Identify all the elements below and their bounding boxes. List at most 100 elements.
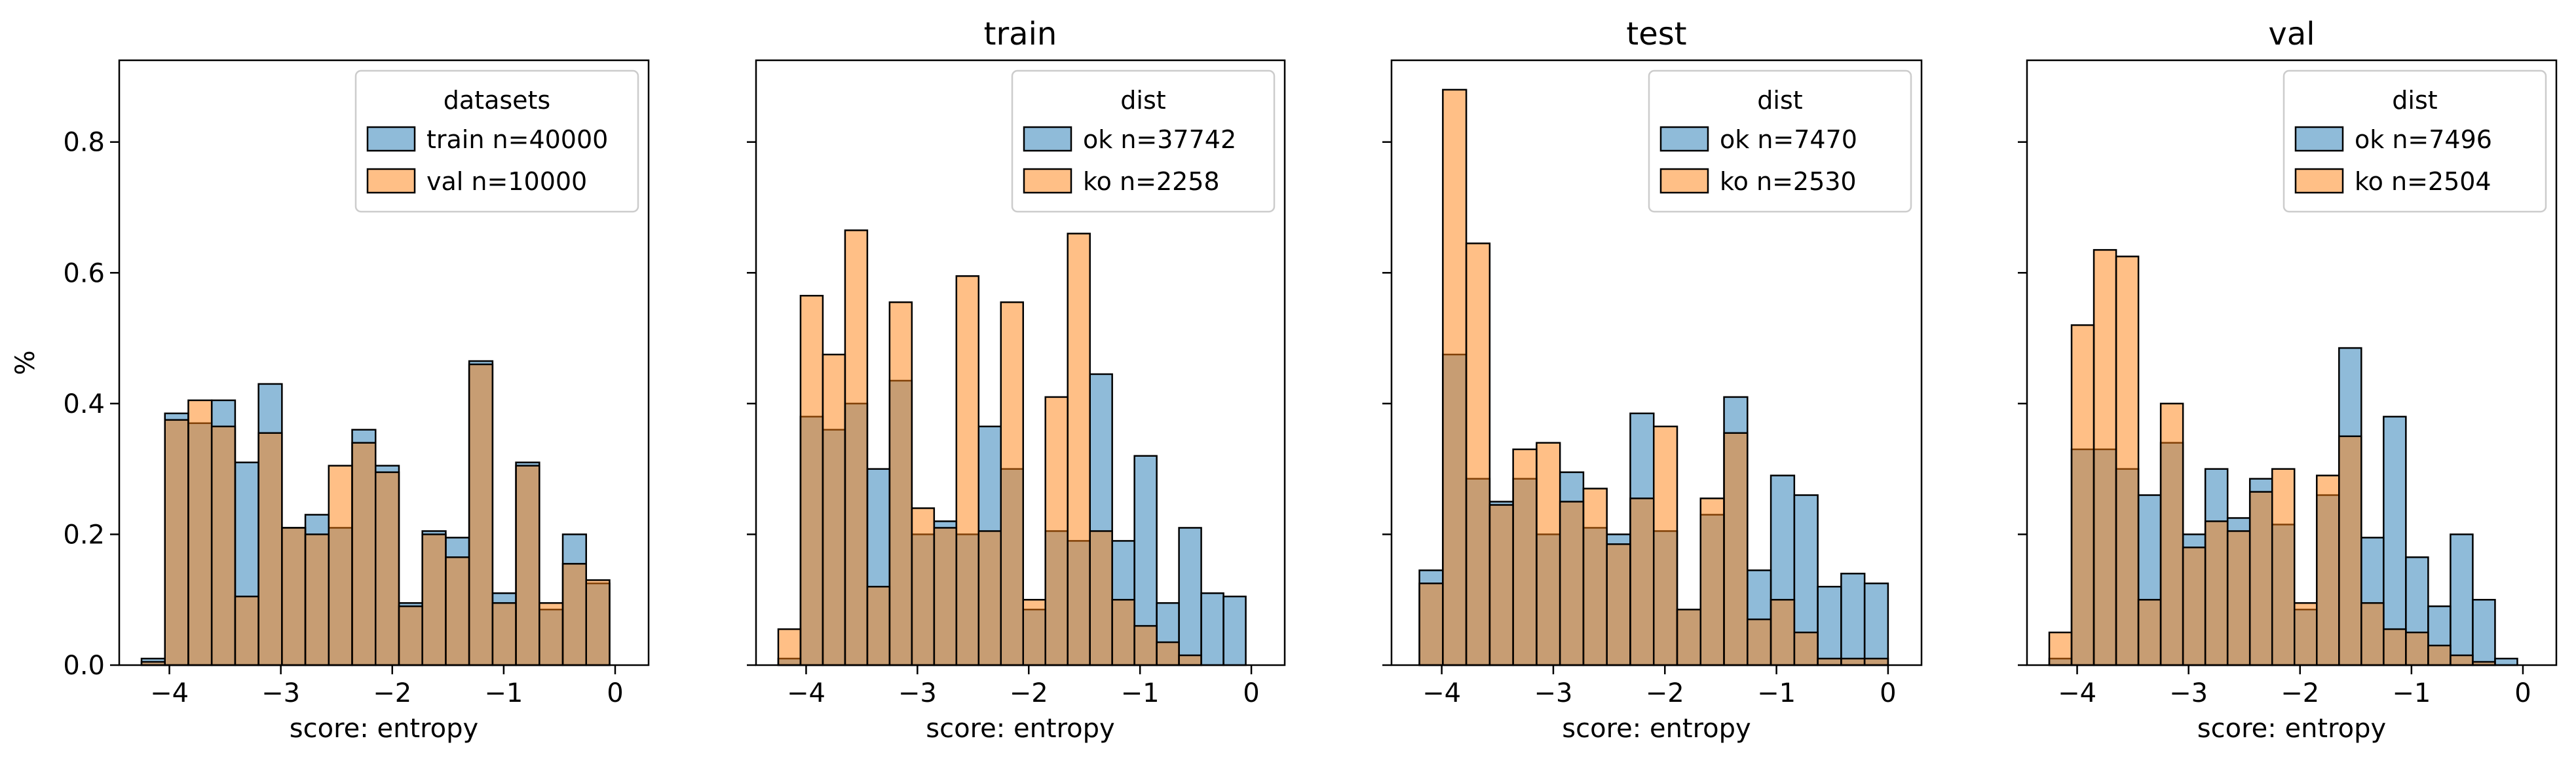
histogram-bar [2383, 415, 2407, 666]
subplot-1: −4 −3 −2 −1 0 0.0 0.2 0.4 0.6 0.8 score: entropy% d… [10, 59, 650, 744]
legend-swatch [2294, 126, 2344, 152]
histogram-bar [1200, 592, 1224, 666]
histogram-bar [585, 579, 611, 666]
x-tick-label: −3 [898, 678, 937, 708]
histogram-bar [977, 530, 1002, 666]
x-tick-label: −2 [373, 678, 411, 708]
legend-swatch [1659, 168, 1709, 194]
histogram-bar [234, 595, 259, 666]
histogram-bar [539, 602, 564, 666]
legend-entry: ko n=2258 [1083, 167, 1220, 196]
histogram-bar [1089, 530, 1113, 666]
legend-entry: train n=40000 [426, 125, 608, 154]
histogram-bar [1178, 654, 1202, 666]
histogram-bar [777, 628, 802, 666]
histogram-bar [2182, 547, 2207, 666]
x-tick-label: −2 [2281, 678, 2319, 708]
histogram-bar [1863, 583, 1889, 666]
histogram-bar [1465, 242, 1491, 666]
histogram-bar [2271, 468, 2296, 666]
histogram-bar [2093, 249, 2117, 666]
legend-swatch [1023, 168, 1072, 194]
histogram-bar [1000, 301, 1024, 666]
histogram-bar [374, 471, 400, 666]
histogram-bar [2048, 631, 2073, 666]
histogram-bar [799, 294, 824, 666]
x-tick-label: −2 [1010, 678, 1048, 708]
x-axis-label: score: entropy [926, 714, 1114, 744]
histogram-bar [1723, 432, 1749, 666]
histogram-bar [2226, 530, 2251, 666]
histogram-bar [866, 586, 891, 666]
histogram-bar [888, 301, 913, 666]
histogram-bar [1067, 233, 1091, 666]
x-axis-label: score: entropy [1562, 714, 1751, 744]
axes-frame [118, 59, 650, 666]
y-tick-label: 0.8 [63, 128, 105, 158]
subplot-title: train [984, 16, 1057, 52]
x-tick-label: −4 [150, 678, 189, 708]
histogram-bar [1652, 425, 1678, 666]
legend-entry: ok n=37742 [1083, 125, 1236, 154]
histogram-bar [1676, 608, 1702, 666]
histogram-bar [2338, 435, 2362, 666]
histogram-bar [1559, 501, 1585, 666]
histogram-bar [2159, 402, 2184, 666]
x-tick-label: −3 [261, 678, 300, 708]
histogram-bar [2450, 533, 2474, 666]
legend-entry: ko n=2530 [1720, 167, 1857, 196]
histogram-bar [2137, 598, 2162, 666]
histogram-bar [1817, 657, 1842, 666]
histogram-bar [1840, 657, 1866, 666]
histogram-bar [1840, 573, 1866, 666]
x-tick-label: 0 [1880, 678, 1896, 708]
subplot-title: val [2268, 16, 2315, 52]
histogram-bar [1536, 442, 1561, 666]
y-axis-label: % [10, 350, 41, 375]
series-orange [2048, 249, 2496, 666]
histogram-bar [2070, 324, 2095, 666]
legend-swatch [1659, 126, 1709, 152]
series-orange [140, 363, 611, 666]
axes-frame [1390, 59, 1923, 666]
legend: dist ok n=7470 ko n=2530 [1648, 69, 1912, 213]
y-tick-label: 0.2 [63, 520, 105, 550]
histogram-bar [1582, 488, 1608, 666]
histogram-bar [1863, 657, 1889, 666]
histogram-bar [1793, 631, 1819, 666]
histogram-bar [2248, 491, 2273, 666]
x-tick-label: −1 [1757, 678, 1796, 708]
legend-box [2282, 69, 2547, 213]
legend-entry: ok n=7470 [1720, 125, 1857, 154]
histogram-bar [2427, 644, 2452, 666]
histogram-bar [1606, 543, 1631, 666]
histogram-bar [2405, 631, 2429, 666]
x-tick-label: −2 [1646, 678, 1684, 708]
x-tick-label: −4 [1422, 678, 1461, 708]
histogram-bar [491, 602, 517, 666]
legend-title: dist [1120, 86, 1165, 115]
histogram-bar [2494, 657, 2518, 666]
histogram-bar [2450, 654, 2474, 666]
y-tick-label: 0.4 [63, 389, 105, 419]
histogram-bar [2115, 256, 2140, 666]
histogram-bar [1699, 497, 1725, 666]
legend-box [1648, 69, 1912, 213]
axes-frame [2026, 59, 2558, 666]
histogram-bar [1488, 504, 1514, 666]
histogram-bar [1156, 641, 1180, 666]
histogram-bar [2360, 602, 2385, 666]
histogram-bar [1770, 598, 1796, 666]
y-tick-label: 0.0 [63, 651, 105, 681]
x-tick-label: −3 [1534, 678, 1572, 708]
histogram-bar [822, 353, 846, 666]
legend-swatch [2294, 168, 2344, 194]
histogram-bar [1629, 497, 1655, 666]
legend-title: dist [2392, 86, 2437, 115]
histogram-bar [911, 507, 936, 666]
histogram-bar [328, 465, 353, 666]
legend-box [1011, 69, 1276, 213]
legend-swatch [366, 168, 416, 194]
histogram-bar [468, 363, 494, 666]
